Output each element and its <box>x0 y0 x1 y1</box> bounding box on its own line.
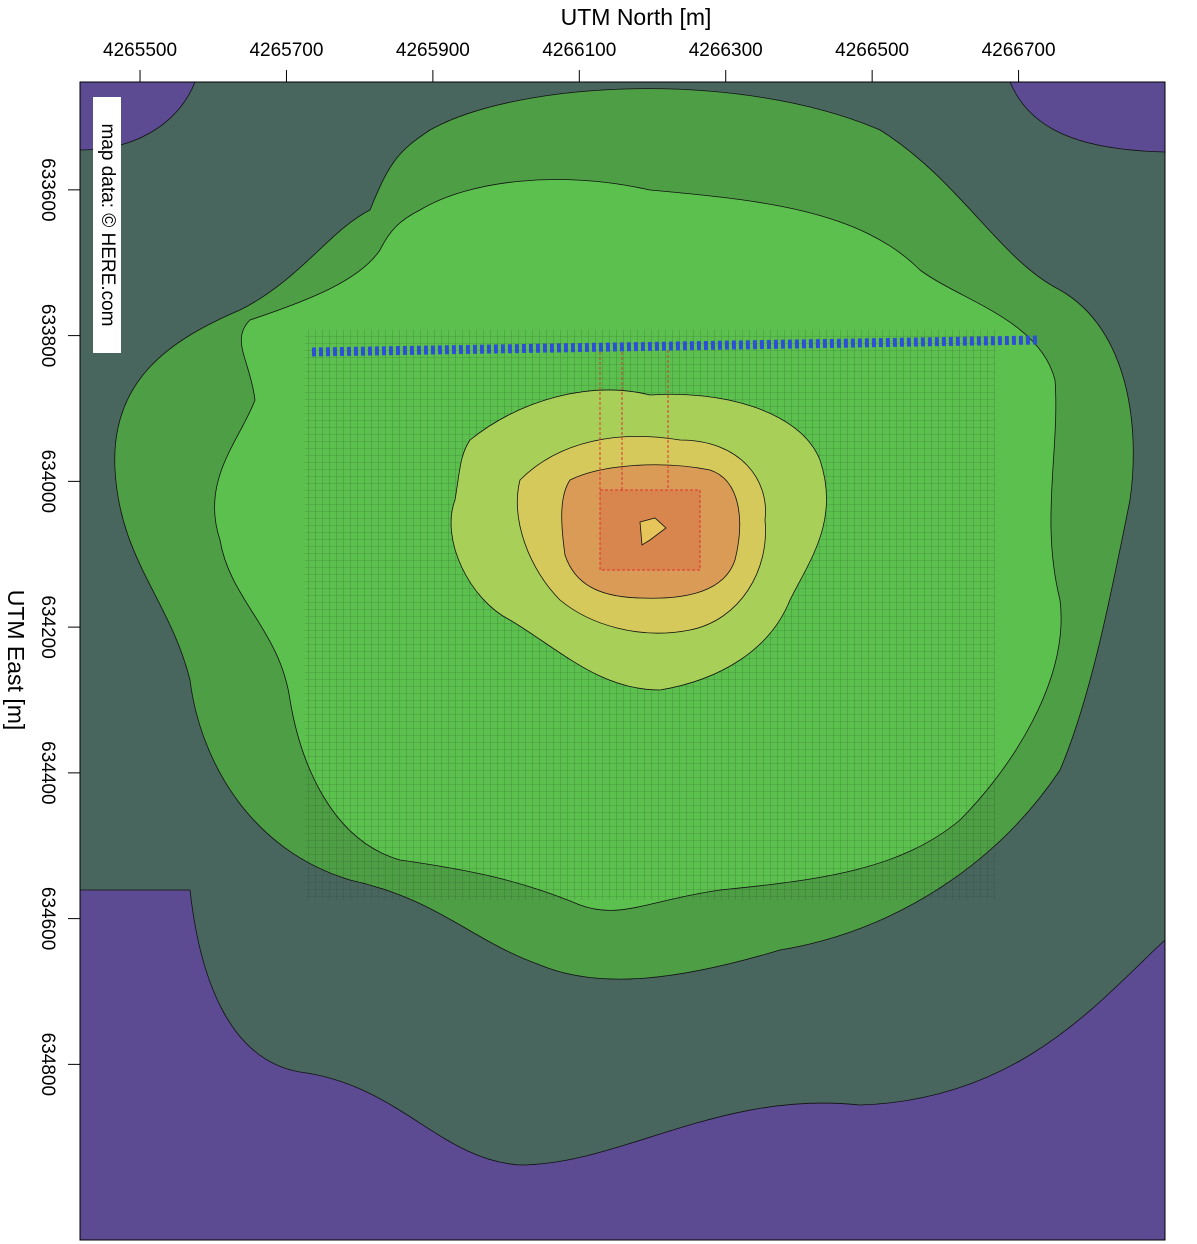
y-tick-label: 634400 <box>37 741 58 804</box>
y-tick-label: 633600 <box>37 158 58 221</box>
map-layers <box>80 82 1165 1240</box>
y-axis-title: UTM East [m] <box>3 590 29 731</box>
x-tick-label: 4266500 <box>835 40 909 61</box>
y-tick-label: 634200 <box>37 595 58 658</box>
x-tick-label: 4266300 <box>689 40 763 61</box>
map-figure: map data: © HERE.com UTM North [m] UTM E… <box>0 0 1197 1244</box>
attribution: map data: © HERE.com <box>97 123 118 326</box>
y-tick-label: 634000 <box>37 450 58 513</box>
y-tick-label: 633800 <box>37 304 58 367</box>
x-tick-label: 4265900 <box>396 40 470 61</box>
x-axis-title: UTM North [m] <box>561 4 712 30</box>
x-tick-label: 4266700 <box>982 40 1056 61</box>
x-tick-label: 4265700 <box>249 40 323 61</box>
y-tick-label: 634600 <box>37 887 58 950</box>
x-tick-label: 4266100 <box>542 40 616 61</box>
y-tick-label: 634800 <box>37 1033 58 1096</box>
x-tick-label: 4265500 <box>103 40 177 61</box>
